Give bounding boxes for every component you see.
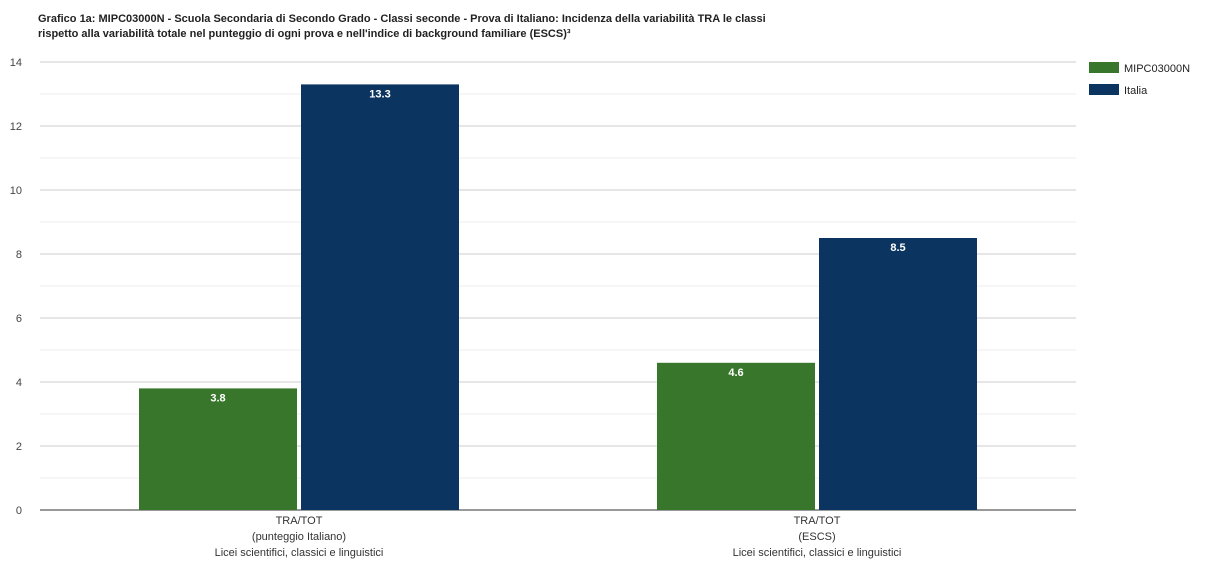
legend: MIPC03000N Italia [1089, 62, 1190, 97]
legend-label: Italia [1124, 85, 1148, 97]
bar-mipc03000n [657, 362, 815, 510]
y-tick-label: 14 [10, 57, 22, 69]
legend-swatch [1089, 62, 1119, 73]
category-label: (punteggio Italiano) [252, 531, 346, 543]
y-tick-label: 10 [10, 185, 22, 197]
y-tick-label: 12 [10, 121, 22, 133]
bars: 3.8 13.3 4.6 8.5 [139, 84, 977, 511]
bar-italia [301, 84, 459, 511]
y-tick-label: 2 [16, 441, 22, 453]
y-tick-label: 0 [16, 505, 22, 517]
category-label: TRA/TOT [276, 515, 323, 527]
legend-swatch [1089, 84, 1119, 95]
category-labels: TRA/TOT (punteggio Italiano) Licei scienti… [215, 515, 902, 559]
data-label: 13.3 [369, 88, 390, 100]
legend-label: MIPC03000N [1124, 63, 1190, 75]
category-label: Licei scientifici, classici e linguistic… [215, 547, 384, 559]
bar-italia [819, 238, 977, 510]
category-label: TRA/TOT [794, 515, 841, 527]
chart-title-line-1: Grafico 1a: MIPC03000N - Scuola Secondar… [38, 13, 766, 25]
y-axis-ticks: 0 2 4 6 8 10 12 14 [10, 57, 22, 517]
chart-title: Grafico 1a: MIPC03000N - Scuola Secondar… [38, 12, 1118, 42]
y-tick-label: 8 [16, 249, 22, 261]
data-label: 4.6 [728, 367, 743, 379]
y-tick-label: 6 [16, 313, 22, 325]
category-label: Licei scientifici, classici e linguistic… [733, 547, 902, 559]
data-label: 3.8 [210, 392, 225, 404]
bar-mipc03000n [139, 388, 297, 510]
y-tick-label: 4 [16, 377, 22, 389]
data-label: 8.5 [890, 242, 905, 254]
chart-title-line-2: rispetto alla variabilità totale nel pun… [38, 28, 571, 40]
category-label: (ESCS) [798, 531, 835, 543]
